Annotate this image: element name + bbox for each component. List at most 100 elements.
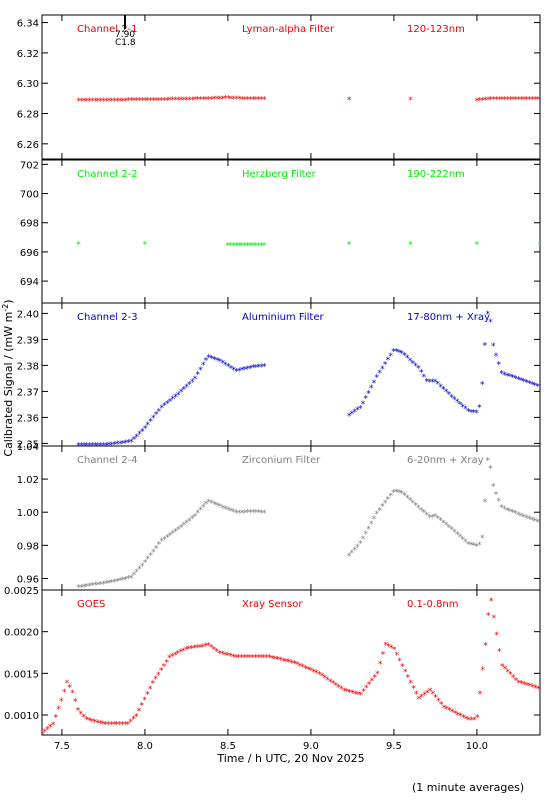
data-point: * <box>51 721 56 731</box>
data-point: * <box>345 688 350 698</box>
data-point: * <box>295 661 300 671</box>
data-point: * <box>90 717 95 727</box>
x-axis: 7.5 8.0 8.5 9.0 9.5 10.0 <box>54 741 488 752</box>
panel-filter-label: Xray Sensor <box>242 599 303 610</box>
data-point: * <box>483 96 488 106</box>
data-point: * <box>458 401 463 411</box>
panel-3: 2.35 2.36 2.37 2.38 2.39 2.40 Channel 2-3 Alumi… <box>17 302 541 452</box>
data-point: * <box>182 521 187 531</box>
data-point: * <box>143 559 148 569</box>
data-point: * <box>477 541 482 551</box>
y-tick-label: 2.40 <box>17 309 39 320</box>
data-point: * <box>481 666 486 676</box>
data-point: * <box>240 509 245 519</box>
data-point: * <box>140 427 145 437</box>
panel-channel-label: Channel 2-2 <box>77 169 138 180</box>
data-point: * <box>148 552 153 562</box>
data-point: * <box>389 644 394 654</box>
data-point: * <box>187 96 192 106</box>
data-point: * <box>300 663 305 673</box>
data-point: * <box>519 512 524 522</box>
data-point: * <box>250 654 255 664</box>
data-point: * <box>472 542 477 552</box>
data-point: * <box>328 678 333 688</box>
data-point: * <box>411 499 416 509</box>
data-point: * <box>469 541 474 551</box>
data-point: * <box>350 549 355 559</box>
data-point: * <box>458 712 463 722</box>
data-point: * <box>323 674 328 684</box>
data-point: * <box>342 687 347 697</box>
data-point: * <box>467 716 472 726</box>
data-point: * <box>356 691 361 701</box>
data-point: * <box>256 95 261 105</box>
data-point: * <box>367 681 372 691</box>
data-point: * <box>347 96 352 106</box>
data-point: * <box>505 668 510 678</box>
data-point: * <box>466 408 471 418</box>
data-point: * <box>226 363 231 373</box>
data-point: * <box>225 652 230 662</box>
data-point: * <box>143 241 148 251</box>
panel-frame <box>41 302 541 447</box>
data-point: * <box>228 242 233 252</box>
data-point: * <box>364 684 369 694</box>
data-point: * <box>134 568 139 578</box>
data-point: * <box>422 691 427 701</box>
data-point: * <box>220 650 225 660</box>
data-point: * <box>131 715 136 725</box>
data-point: * <box>352 546 357 556</box>
data-point: * <box>156 671 161 681</box>
data-point: * <box>524 514 529 524</box>
x-axis-label: Time / h UTC, 20 Nov 2025 <box>216 752 364 765</box>
data-point: * <box>400 662 405 672</box>
data-point: * <box>45 726 50 736</box>
data-point: * <box>533 684 538 694</box>
panel-2: 694 696 698 700 702 Channel 2-2 Herzberg Filte… <box>20 159 541 304</box>
data-point: * <box>129 574 134 584</box>
panel-band-label: 190-222nm <box>407 169 465 180</box>
data-point: * <box>190 515 195 525</box>
data-point: * <box>403 668 408 678</box>
data-point: * <box>414 690 419 700</box>
data-point: * <box>363 395 368 405</box>
data-point: * <box>461 714 466 724</box>
data-point: * <box>165 400 170 410</box>
data-point: * <box>206 641 211 651</box>
data-point: * <box>530 683 535 693</box>
data-point: * <box>456 711 461 721</box>
data-point: * <box>198 643 203 653</box>
flare-annotation: 7.90 <box>115 30 135 40</box>
data-point: * <box>317 670 322 680</box>
data-point: * <box>176 96 181 106</box>
data-point: * <box>253 242 258 252</box>
data-point: * <box>223 95 228 105</box>
data-point: * <box>508 95 513 105</box>
data-point: * <box>48 723 53 733</box>
data-point: * <box>427 513 432 523</box>
data-point: * <box>203 642 208 652</box>
data-point: * <box>494 95 499 105</box>
data-point: * <box>229 507 234 517</box>
data-point: * <box>195 370 200 380</box>
data-point: * <box>79 442 84 452</box>
data-point: * <box>179 523 184 533</box>
data-point: * <box>159 96 164 106</box>
data-point: * <box>143 97 148 107</box>
data-point: * <box>441 386 446 396</box>
data-point: * <box>234 509 239 519</box>
data-point: * <box>140 702 145 712</box>
data-point: * <box>234 654 239 664</box>
data-point: * <box>87 717 92 727</box>
flare-annotation: C1.8 <box>115 38 136 48</box>
data-point: * <box>486 612 491 622</box>
data-point: * <box>281 657 286 667</box>
data-point: * <box>145 691 150 701</box>
data-point: * <box>198 366 203 376</box>
data-point: * <box>193 512 198 522</box>
data-point: * <box>229 364 234 374</box>
data-point: * <box>215 356 220 366</box>
data-point: * <box>339 685 344 695</box>
data-point: * <box>259 509 264 519</box>
x-tick-label: 9.0 <box>303 741 319 752</box>
